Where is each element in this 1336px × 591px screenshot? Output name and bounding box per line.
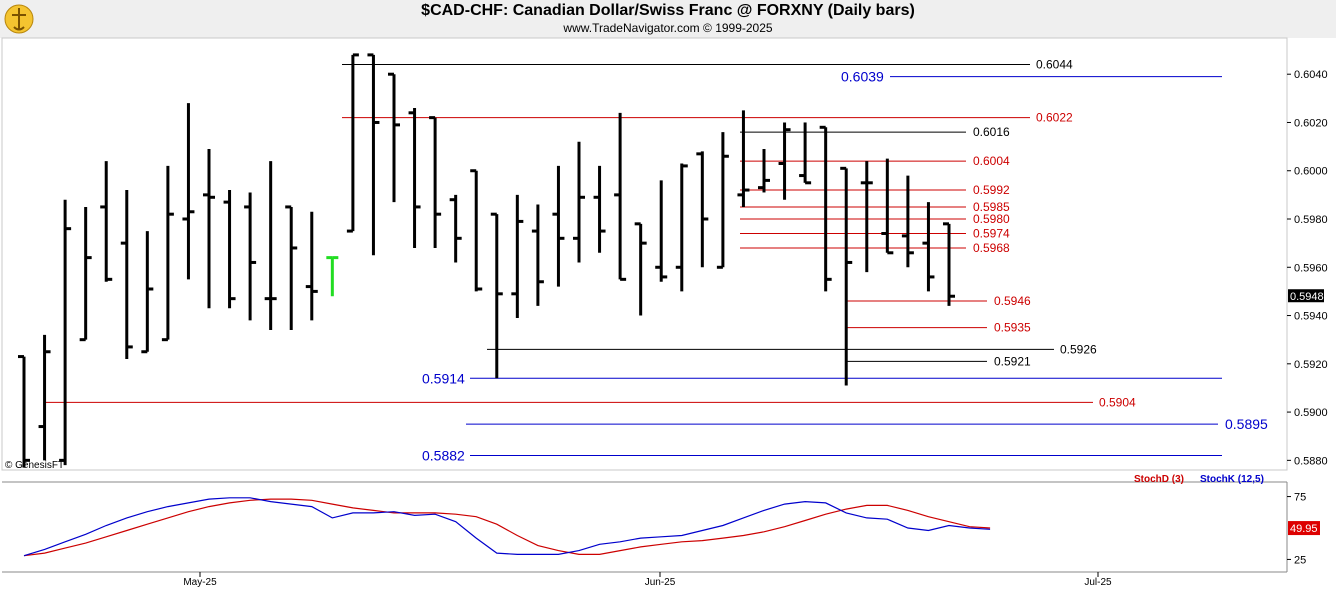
chart-title: $CAD-CHF: Canadian Dollar/Swiss Franc @ …	[421, 2, 915, 19]
stoch-line	[23, 498, 991, 557]
y-axis-tick-label: 0.5880	[1294, 455, 1328, 467]
level-label: 0.5882	[422, 448, 465, 464]
level-label: 0.5985	[973, 200, 1010, 214]
level-label: 0.5895	[1225, 416, 1268, 432]
level-label: 0.5914	[422, 370, 465, 386]
y-axis-tick-label: 0.6000	[1294, 166, 1328, 178]
level-label: 0.5921	[994, 354, 1031, 368]
chart-subtitle: www.TradeNavigator.com © 1999-2025	[563, 21, 773, 35]
genesis-logo-icon	[4, 4, 34, 34]
y-axis-tick-label: 0.6040	[1294, 69, 1328, 81]
legend-stochd: StochD (3)	[1134, 474, 1184, 485]
x-axis-tick-label: May-25	[183, 577, 217, 588]
x-axis-tick-label: Jun-25	[645, 577, 676, 588]
copyright-label: © GenesisFT	[5, 460, 64, 471]
legend-stochk: StochK (12,5)	[1200, 474, 1264, 485]
y-axis-tick-label: 0.5900	[1294, 407, 1328, 419]
price-panel-frame	[1, 37, 1288, 471]
level-label: 0.6044	[1036, 58, 1073, 72]
level-label: 0.5974	[973, 226, 1010, 240]
y-axis-tick-label: 0.5980	[1294, 214, 1328, 226]
level-label: 0.5980	[973, 212, 1010, 226]
osc-last-value-box	[1288, 521, 1320, 536]
level-label: 0.5968	[973, 241, 1010, 255]
level-label: 0.5904	[1099, 395, 1136, 409]
y-axis-tick-label: 0.6020	[1294, 117, 1328, 129]
level-label: 0.5946	[994, 294, 1031, 308]
level-label: 0.6016	[973, 125, 1010, 139]
osc-last-value-label: 49.95	[1290, 523, 1318, 535]
x-axis-tick-label: Jul-25	[1084, 577, 1112, 588]
level-label: 0.5992	[973, 183, 1010, 197]
chart-header: $CAD-CHF: Canadian Dollar/Swiss Franc @ …	[0, 0, 1336, 38]
level-label: 0.6004	[973, 154, 1010, 168]
level-label: 0.5935	[994, 321, 1031, 335]
y-axis-tick-label: 0.5920	[1294, 359, 1328, 371]
osc-y-tick-label: 75	[1294, 492, 1306, 504]
osc-y-tick-label: 25	[1294, 554, 1306, 566]
last-price-label: 0.5948	[1290, 291, 1324, 303]
y-axis-tick-label: 0.5940	[1294, 311, 1328, 323]
level-label: 0.6039	[841, 69, 884, 85]
y-axis-tick-label: 0.5960	[1294, 262, 1328, 274]
stoch-line	[23, 497, 991, 557]
level-label: 0.6022	[1036, 111, 1073, 125]
last-price-box	[1288, 289, 1324, 303]
level-label: 0.5926	[1060, 342, 1097, 356]
